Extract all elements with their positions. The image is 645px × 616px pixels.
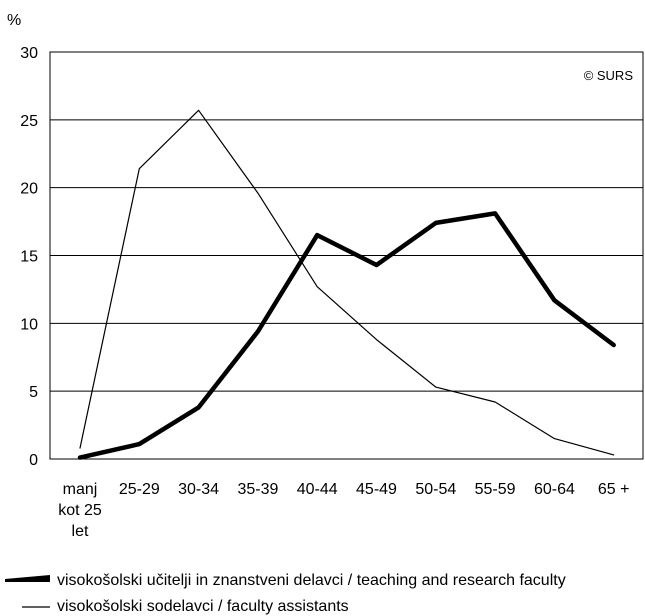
y-tick-label: 15 — [20, 249, 38, 266]
x-tick-label: 40-44 — [297, 481, 338, 498]
y-tick-label: 20 — [20, 181, 38, 198]
y-tick-labels: 0 5 10 15 20 25 30 — [20, 45, 38, 469]
legend-swatch — [5, 575, 50, 582]
y-axis-unit-label: % — [7, 12, 21, 29]
x-tick-label: 25-29 — [119, 481, 160, 498]
legend-label: visokošolski učitelji in znanstveni dela… — [57, 572, 566, 589]
x-tick-label: 55-59 — [475, 481, 516, 498]
x-tick-label: 35-39 — [237, 481, 278, 498]
x-tick-labels: manj kot 25 let 25-29 30-34 35-39 40-44 45-49 50… — [58, 481, 629, 540]
x-tick-label: 30-34 — [178, 481, 219, 498]
x-tick-label: kot 25 — [58, 502, 102, 519]
plot-area-border — [49, 51, 644, 460]
x-tick-label: 50-54 — [415, 481, 456, 498]
y-tick-label: 30 — [20, 45, 38, 62]
x-tick-label: let — [72, 523, 89, 540]
copyright-watermark: © SURS — [584, 68, 634, 83]
legend: visokošolski učitelji in znanstveni dela… — [5, 572, 566, 615]
x-tick-label: 65 + — [598, 481, 630, 498]
y-tick-label: 10 — [20, 316, 38, 333]
y-tick-label: 5 — [29, 384, 38, 401]
y-tick-label: 0 — [29, 452, 38, 469]
series-line-2 — [79, 109, 615, 456]
y-tick-label: 25 — [20, 113, 38, 130]
series-lines — [77, 109, 616, 460]
legend-label: visokošolski sodelavci / faculty assista… — [57, 598, 349, 615]
gridlines — [50, 119, 643, 392]
x-tick-label: manj — [63, 481, 98, 498]
x-tick-label: 45-49 — [356, 481, 397, 498]
series-line-1 — [77, 211, 616, 460]
x-tick-label: 60-64 — [534, 481, 575, 498]
